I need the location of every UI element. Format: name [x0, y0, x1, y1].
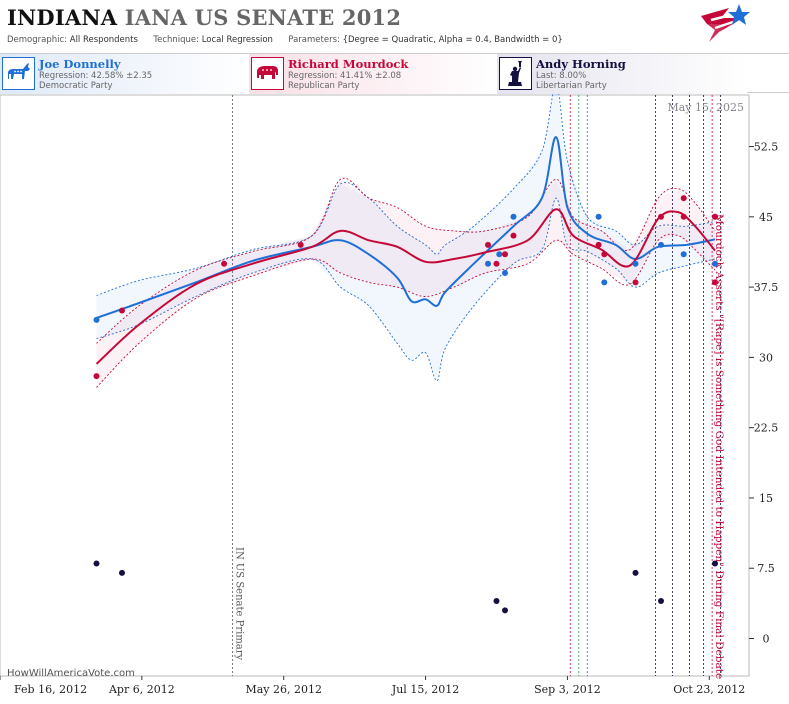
candidate-name: Andy Horning: [536, 57, 626, 71]
candidate-stat: Regression: 42.58% ±2.35: [39, 71, 153, 81]
plot-frame: [0, 94, 750, 677]
chart-parameters: Demographic: All Respondents Technique: …: [7, 35, 563, 45]
poll-point: [502, 607, 508, 614]
trend-line: [95, 208, 716, 365]
y-tick-label: 0: [763, 633, 770, 646]
poll-point: [601, 251, 608, 258]
candidate-republican: Richard Mourdock Regression: 41.41% ±2.0…: [249, 54, 499, 94]
poll-point: [510, 232, 517, 239]
poll-point: [680, 251, 687, 258]
poll-point: [93, 316, 100, 323]
candidate-democrat: Joe Donnelly Regression: 42.58% ±2.35 De…: [0, 54, 250, 94]
poll-point: [221, 260, 228, 267]
x-tick-label: Jul 15, 2012: [391, 683, 460, 696]
chart-date-label: May 15, 2025: [667, 101, 744, 114]
poll-point: [119, 569, 125, 576]
candidate-party: Republican Party: [288, 81, 360, 91]
demographic-label: Demographic:: [7, 35, 68, 45]
poll-point: [595, 241, 602, 248]
x-tick-label: Sep 3, 2012: [534, 683, 601, 696]
poll-point: [493, 598, 500, 604]
trend-line: [96, 136, 716, 319]
y-tick-label: 15: [759, 492, 773, 505]
lower-bound-line: [96, 233, 716, 388]
poll-point: [632, 260, 639, 267]
poll-point: [712, 260, 718, 267]
y-tick-label: 37.5: [754, 281, 779, 294]
trend-lines: [95, 136, 716, 365]
event-label: IN US Senate Primary: [234, 547, 245, 661]
poll-point: [502, 251, 508, 258]
poll-point: [680, 195, 687, 202]
statue-of-liberty-icon: [499, 57, 532, 90]
y-tick-label: 30: [759, 351, 773, 364]
x-tick-label: Feb 16, 2012: [14, 683, 87, 696]
candidate-legend: Joe Donnelly Regression: 42.58% ±2.35 De…: [0, 53, 789, 94]
poll-point: [93, 560, 100, 567]
candidate-name: Richard Mourdock: [288, 57, 409, 71]
poll-point: [485, 241, 491, 248]
poll-point: [485, 260, 491, 267]
poll-point: [93, 373, 100, 380]
poll-point: [712, 560, 718, 567]
candidate-party: Libertarian Party: [536, 81, 607, 91]
y-tick-label: 7.5: [757, 562, 775, 575]
poll-point: [632, 569, 639, 576]
x-tick-label: May 26, 2012: [245, 683, 322, 696]
title-race: IANA US SENATE 2012: [124, 5, 402, 30]
y-tick-label: 22.5: [754, 422, 779, 435]
poll-points: [93, 195, 718, 614]
candidate-stat: Last: 8.00%: [536, 71, 587, 81]
lower-bound-line: [96, 197, 716, 382]
chart-title: INDIANA IANA US SENATE 2012: [7, 5, 401, 30]
candidate-stat: Regression: 41.41% ±2.08: [288, 71, 402, 81]
poll-point: [510, 213, 517, 220]
technique-label: Technique:: [153, 35, 200, 45]
candidate-name: Joe Donnelly: [39, 57, 121, 71]
donkey-icon: [2, 57, 35, 90]
y-tick-label: 52.5: [754, 141, 779, 154]
x-tick-label: Apr 6, 2012: [108, 683, 175, 696]
poll-point: [601, 279, 608, 286]
confidence-bands: [96, 94, 716, 388]
technique-value: Local Regression: [201, 35, 273, 45]
poll-point: [658, 598, 664, 604]
parameters-value: {Degree = Quadratic, Alpha = 0.4, Bandwi…: [342, 35, 563, 45]
poll-point: [680, 213, 687, 220]
poll-point: [119, 307, 125, 314]
upper-bound-line: [96, 177, 716, 344]
title-state: INDIANA: [7, 5, 118, 30]
poll-point: [297, 241, 304, 248]
poll-point: [493, 260, 500, 267]
poll-point: [502, 270, 508, 276]
event-markers: IN US Senate Primary Mourdock Asserts "[R…: [232, 95, 725, 679]
poll-point: [595, 213, 602, 220]
site-watermark: HowWillAmericaVote.com: [7, 668, 135, 679]
confidence-band: [96, 179, 715, 388]
elephant-icon: [251, 57, 284, 90]
parameters-label: Parameters:: [288, 35, 340, 45]
site-logo-icon: [701, 4, 750, 42]
poll-point: [658, 241, 664, 248]
poll-chart: IN US Senate Primary Mourdock Asserts "[R…: [0, 94, 778, 696]
y-tick-label: 45: [759, 211, 773, 224]
poll-point: [496, 251, 503, 258]
poll-point: [632, 279, 639, 286]
chart-header: INDIANA IANA US SENATE 2012 Demographic:…: [0, 0, 789, 52]
poll-point: [712, 213, 718, 220]
x-tick-label: Oct 23, 2012: [673, 683, 745, 696]
candidate-libertarian: Andy Horning Last: 8.00% Libertarian Par…: [497, 54, 747, 94]
candidate-party: Democratic Party: [39, 81, 113, 91]
poll-point: [712, 279, 718, 286]
axes: 0 7.5 15 22.5 30 37.5 45 52.5 Feb 16, 2012 Apr 6,…: [0, 141, 778, 696]
poll-point: [658, 213, 664, 220]
demographic-value: All Respondents: [69, 35, 138, 45]
